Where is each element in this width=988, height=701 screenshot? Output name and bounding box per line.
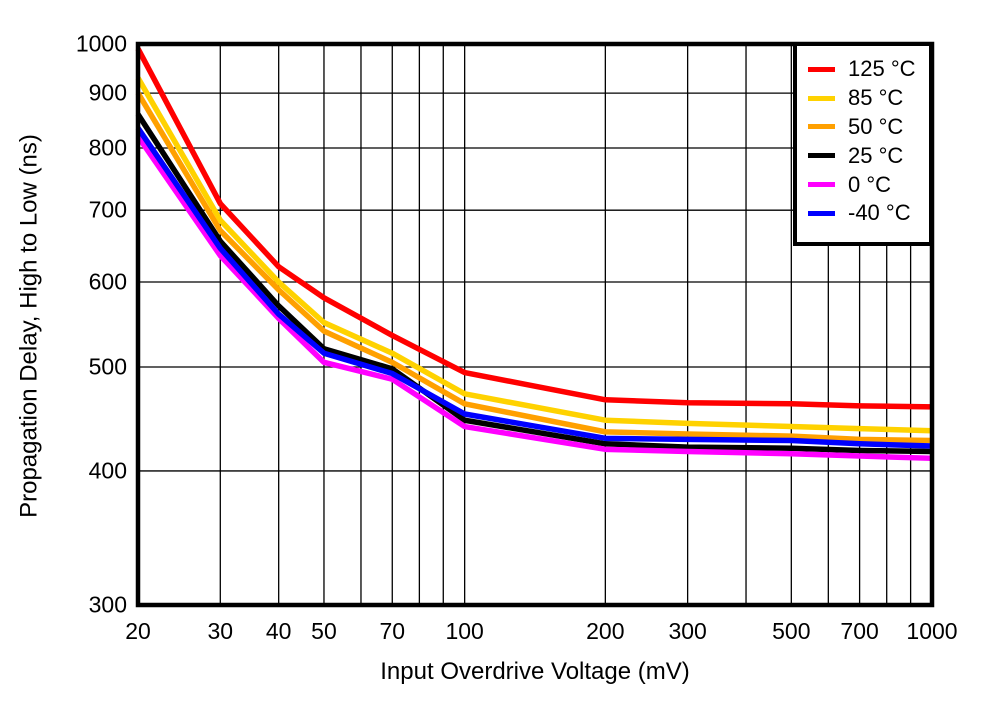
legend-swatch: [808, 66, 835, 72]
x-tick-label: 500: [772, 618, 811, 644]
legend-label: 25 °C: [848, 142, 904, 168]
legend-swatch: [808, 153, 835, 159]
legend: 125 °C 85 °C 50 °C 25 °C 0 °C -40 °C: [793, 42, 933, 246]
series-line-0°C: [135, 134, 933, 462]
legend-item: 0 °C: [797, 170, 929, 199]
legend-label: 50 °C: [848, 113, 904, 139]
y-tick-label: 900: [88, 79, 127, 106]
y-tick-label: 1000: [75, 30, 127, 57]
legend-item: 125 °C: [797, 55, 929, 84]
series-line-50°C: [135, 91, 933, 444]
x-tick-label: 100: [445, 618, 484, 644]
legend-label: 85 °C: [848, 85, 904, 111]
x-tick-label: 40: [265, 618, 292, 644]
legend-item: 85 °C: [797, 84, 929, 113]
legend-label: 125 °C: [848, 56, 916, 82]
legend-swatch: [808, 210, 835, 216]
plot-frame: [135, 41, 935, 608]
x-tick-label: 1000: [906, 618, 958, 644]
legend-swatch: [808, 182, 835, 188]
series-line-125°C: [135, 47, 933, 410]
y-tick-label: 800: [88, 134, 127, 161]
series-line-25°C: [135, 112, 933, 455]
x-tick-label: 20: [125, 618, 151, 644]
legend-item: 25 °C: [797, 141, 929, 170]
legend-swatch: [808, 124, 835, 130]
legend-label: -40 °C: [848, 200, 911, 226]
y-tick-label: 300: [88, 591, 127, 618]
legend-label: 0 °C: [848, 171, 892, 197]
y-tick-label: 500: [88, 353, 127, 380]
x-tick-label: 50: [311, 618, 337, 644]
legend-item: -40 °C: [797, 199, 929, 228]
series-line-85°C: [135, 76, 933, 434]
legend-item: 50 °C: [797, 113, 929, 142]
series-line--40°C: [135, 126, 933, 449]
legend-swatch: [808, 95, 835, 101]
y-tick-label: 600: [88, 268, 127, 295]
y-tick-label: 700: [88, 196, 127, 223]
x-tick-label: 200: [586, 618, 625, 644]
x-tick-label: 700: [840, 618, 879, 644]
x-tick-label: 300: [668, 618, 707, 644]
x-tick-label: 70: [379, 618, 406, 644]
y-axis-title: Propagation Delay, High to Low (ns): [15, 134, 43, 518]
x-tick-label: 30: [207, 618, 234, 644]
x-axis-title: Input Overdrive Voltage (mV): [380, 658, 690, 685]
y-tick-label: 400: [88, 457, 127, 484]
